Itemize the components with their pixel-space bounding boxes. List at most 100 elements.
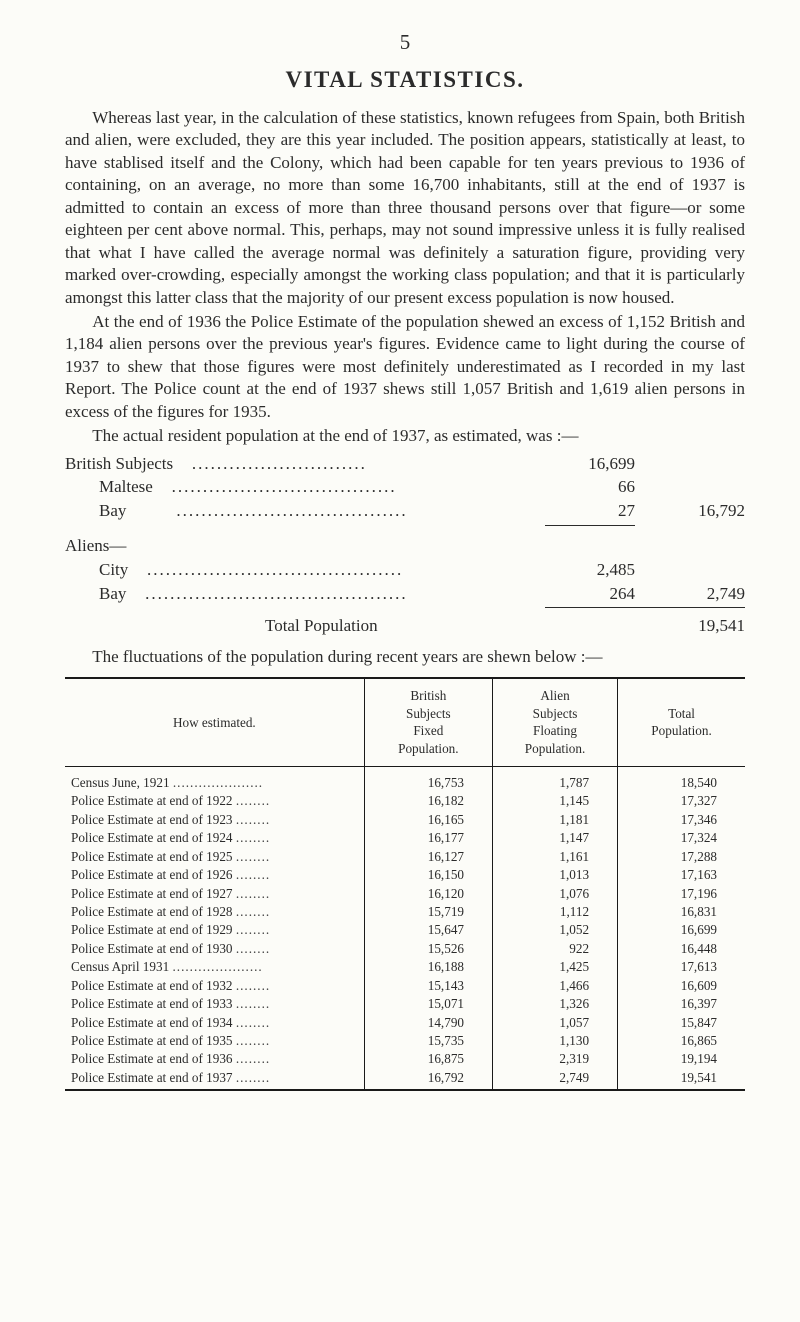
cell-alien: 1,326 <box>493 995 618 1013</box>
cell-british: 15,143 <box>364 976 492 994</box>
paragraph-4: The fluctuations of the population durin… <box>65 646 745 668</box>
table-row: Police Estimate at end of 1935 ........1… <box>65 1031 745 1049</box>
cell-alien: 2,749 <box>493 1068 618 1090</box>
stat-spacer <box>635 475 745 499</box>
cell-british: 16,150 <box>364 866 492 884</box>
cell-total: 19,194 <box>618 1050 745 1068</box>
cell-alien: 1,147 <box>493 829 618 847</box>
cell-total: 16,609 <box>618 976 745 994</box>
col-header-how: How estimated. <box>65 678 364 767</box>
stat-label: Aliens— <box>65 534 126 558</box>
cell-total: 16,865 <box>618 1031 745 1049</box>
cell-total: 17,346 <box>618 810 745 828</box>
stat-value: 66 <box>545 475 635 499</box>
table-row: Police Estimate at end of 1927 ........1… <box>65 884 745 902</box>
stat-label: Bay <box>65 499 126 523</box>
cell-total: 17,327 <box>618 792 745 810</box>
stat-value: 264 <box>545 582 635 606</box>
page-number: 5 <box>65 30 745 55</box>
stat-row-bay-aliens: Bay ....................................… <box>65 582 745 606</box>
grand-total: Total Population 19,541 <box>65 616 745 636</box>
table-row: Police Estimate at end of 1930 ........1… <box>65 939 745 957</box>
stat-row-maltese: Maltese ................................… <box>65 475 745 499</box>
stat-label: Maltese <box>65 475 153 499</box>
table-row: Police Estimate at end of 1923 ........1… <box>65 810 745 828</box>
cell-british: 16,792 <box>364 1068 492 1090</box>
stat-value: 27 <box>545 499 635 523</box>
col-header-alien: AlienSubjectsFloatingPopulation. <box>493 678 618 767</box>
cell-british: 15,735 <box>364 1031 492 1049</box>
cell-alien: 1,425 <box>493 958 618 976</box>
row-label: Census April 1931 ..................... <box>65 958 364 976</box>
row-label: Police Estimate at end of 1923 ........ <box>65 810 364 828</box>
cell-total: 15,847 <box>618 1013 745 1031</box>
table-row: Police Estimate at end of 1928 ........1… <box>65 902 745 920</box>
cell-alien: 922 <box>493 939 618 957</box>
stat-row-bay: Bay ....................................… <box>65 499 745 523</box>
cell-alien: 1,013 <box>493 866 618 884</box>
table-row: Census April 1931 .....................1… <box>65 958 745 976</box>
row-label: Police Estimate at end of 1924 ........ <box>65 829 364 847</box>
table-row: Police Estimate at end of 1929 ........1… <box>65 921 745 939</box>
table-row: Police Estimate at end of 1926 ........1… <box>65 866 745 884</box>
cell-british: 15,719 <box>364 902 492 920</box>
page-title: VITAL STATISTICS. <box>65 67 745 93</box>
dot-leader: ........................................… <box>128 558 545 582</box>
table-row: Census June, 1921 ..................... 1… <box>65 767 745 792</box>
cell-total: 17,324 <box>618 829 745 847</box>
cell-alien: 1,076 <box>493 884 618 902</box>
table-row: Police Estimate at end of 1922 ........1… <box>65 792 745 810</box>
stat-row-city: City ...................................… <box>65 558 745 582</box>
stat-underline-row <box>65 605 745 608</box>
cell-total: 18,540 <box>618 767 745 792</box>
cell-british: 16,188 <box>364 958 492 976</box>
cell-british: 15,647 <box>364 921 492 939</box>
paragraph-2: At the end of 1936 the Police Estimate o… <box>65 311 745 423</box>
row-label: Police Estimate at end of 1927 ........ <box>65 884 364 902</box>
stats-aliens: Aliens— City ...........................… <box>65 534 745 608</box>
population-table: How estimated. BritishSubjectsFixedPopul… <box>65 677 745 1091</box>
cell-total: 17,163 <box>618 866 745 884</box>
underline <box>545 525 635 526</box>
col-header-total: TotalPopulation. <box>618 678 745 767</box>
cell-british: 16,165 <box>364 810 492 828</box>
row-label: Police Estimate at end of 1928 ........ <box>65 902 364 920</box>
stat-total: 16,792 <box>635 499 745 523</box>
stat-row-british-subjects: British Subjects .......................… <box>65 452 745 476</box>
cell-alien: 1,181 <box>493 810 618 828</box>
cell-total: 17,288 <box>618 847 745 865</box>
table-row: Police Estimate at end of 1924 ........1… <box>65 829 745 847</box>
cell-alien: 1,145 <box>493 792 618 810</box>
row-label: Police Estimate at end of 1934 ........ <box>65 1013 364 1031</box>
cell-total: 16,397 <box>618 995 745 1013</box>
paragraph-3: The actual resident population at the en… <box>65 425 745 447</box>
row-label: Police Estimate at end of 1922 ........ <box>65 792 364 810</box>
cell-british: 16,177 <box>364 829 492 847</box>
cell-total: 17,196 <box>618 884 745 902</box>
stat-label: British Subjects <box>65 452 173 476</box>
dot-leader: .................................... <box>153 475 545 499</box>
cell-alien: 1,787 <box>493 767 618 792</box>
table-row: Police Estimate at end of 1934 ........1… <box>65 1013 745 1031</box>
cell-british: 14,790 <box>364 1013 492 1031</box>
cell-alien: 1,057 <box>493 1013 618 1031</box>
stats-british: British Subjects .......................… <box>65 452 745 526</box>
row-label: Census June, 1921 ..................... <box>65 767 364 792</box>
table-header-row: How estimated. BritishSubjectsFixedPopul… <box>65 678 745 767</box>
stat-label: City <box>65 558 128 582</box>
cell-british: 16,120 <box>364 884 492 902</box>
col-header-british: BritishSubjectsFixedPopulation. <box>364 678 492 767</box>
cell-british: 16,182 <box>364 792 492 810</box>
table-row: Police Estimate at end of 1932 ........1… <box>65 976 745 994</box>
cell-british: 16,875 <box>364 1050 492 1068</box>
cell-total: 17,613 <box>618 958 745 976</box>
cell-alien: 2,319 <box>493 1050 618 1068</box>
row-label: Police Estimate at end of 1935 ........ <box>65 1031 364 1049</box>
table-row: Police Estimate at end of 1925 ........1… <box>65 847 745 865</box>
cell-british: 15,526 <box>364 939 492 957</box>
stat-value: 2,485 <box>545 558 635 582</box>
cell-total: 16,699 <box>618 921 745 939</box>
cell-alien: 1,112 <box>493 902 618 920</box>
cell-alien: 1,130 <box>493 1031 618 1049</box>
cell-alien: 1,466 <box>493 976 618 994</box>
